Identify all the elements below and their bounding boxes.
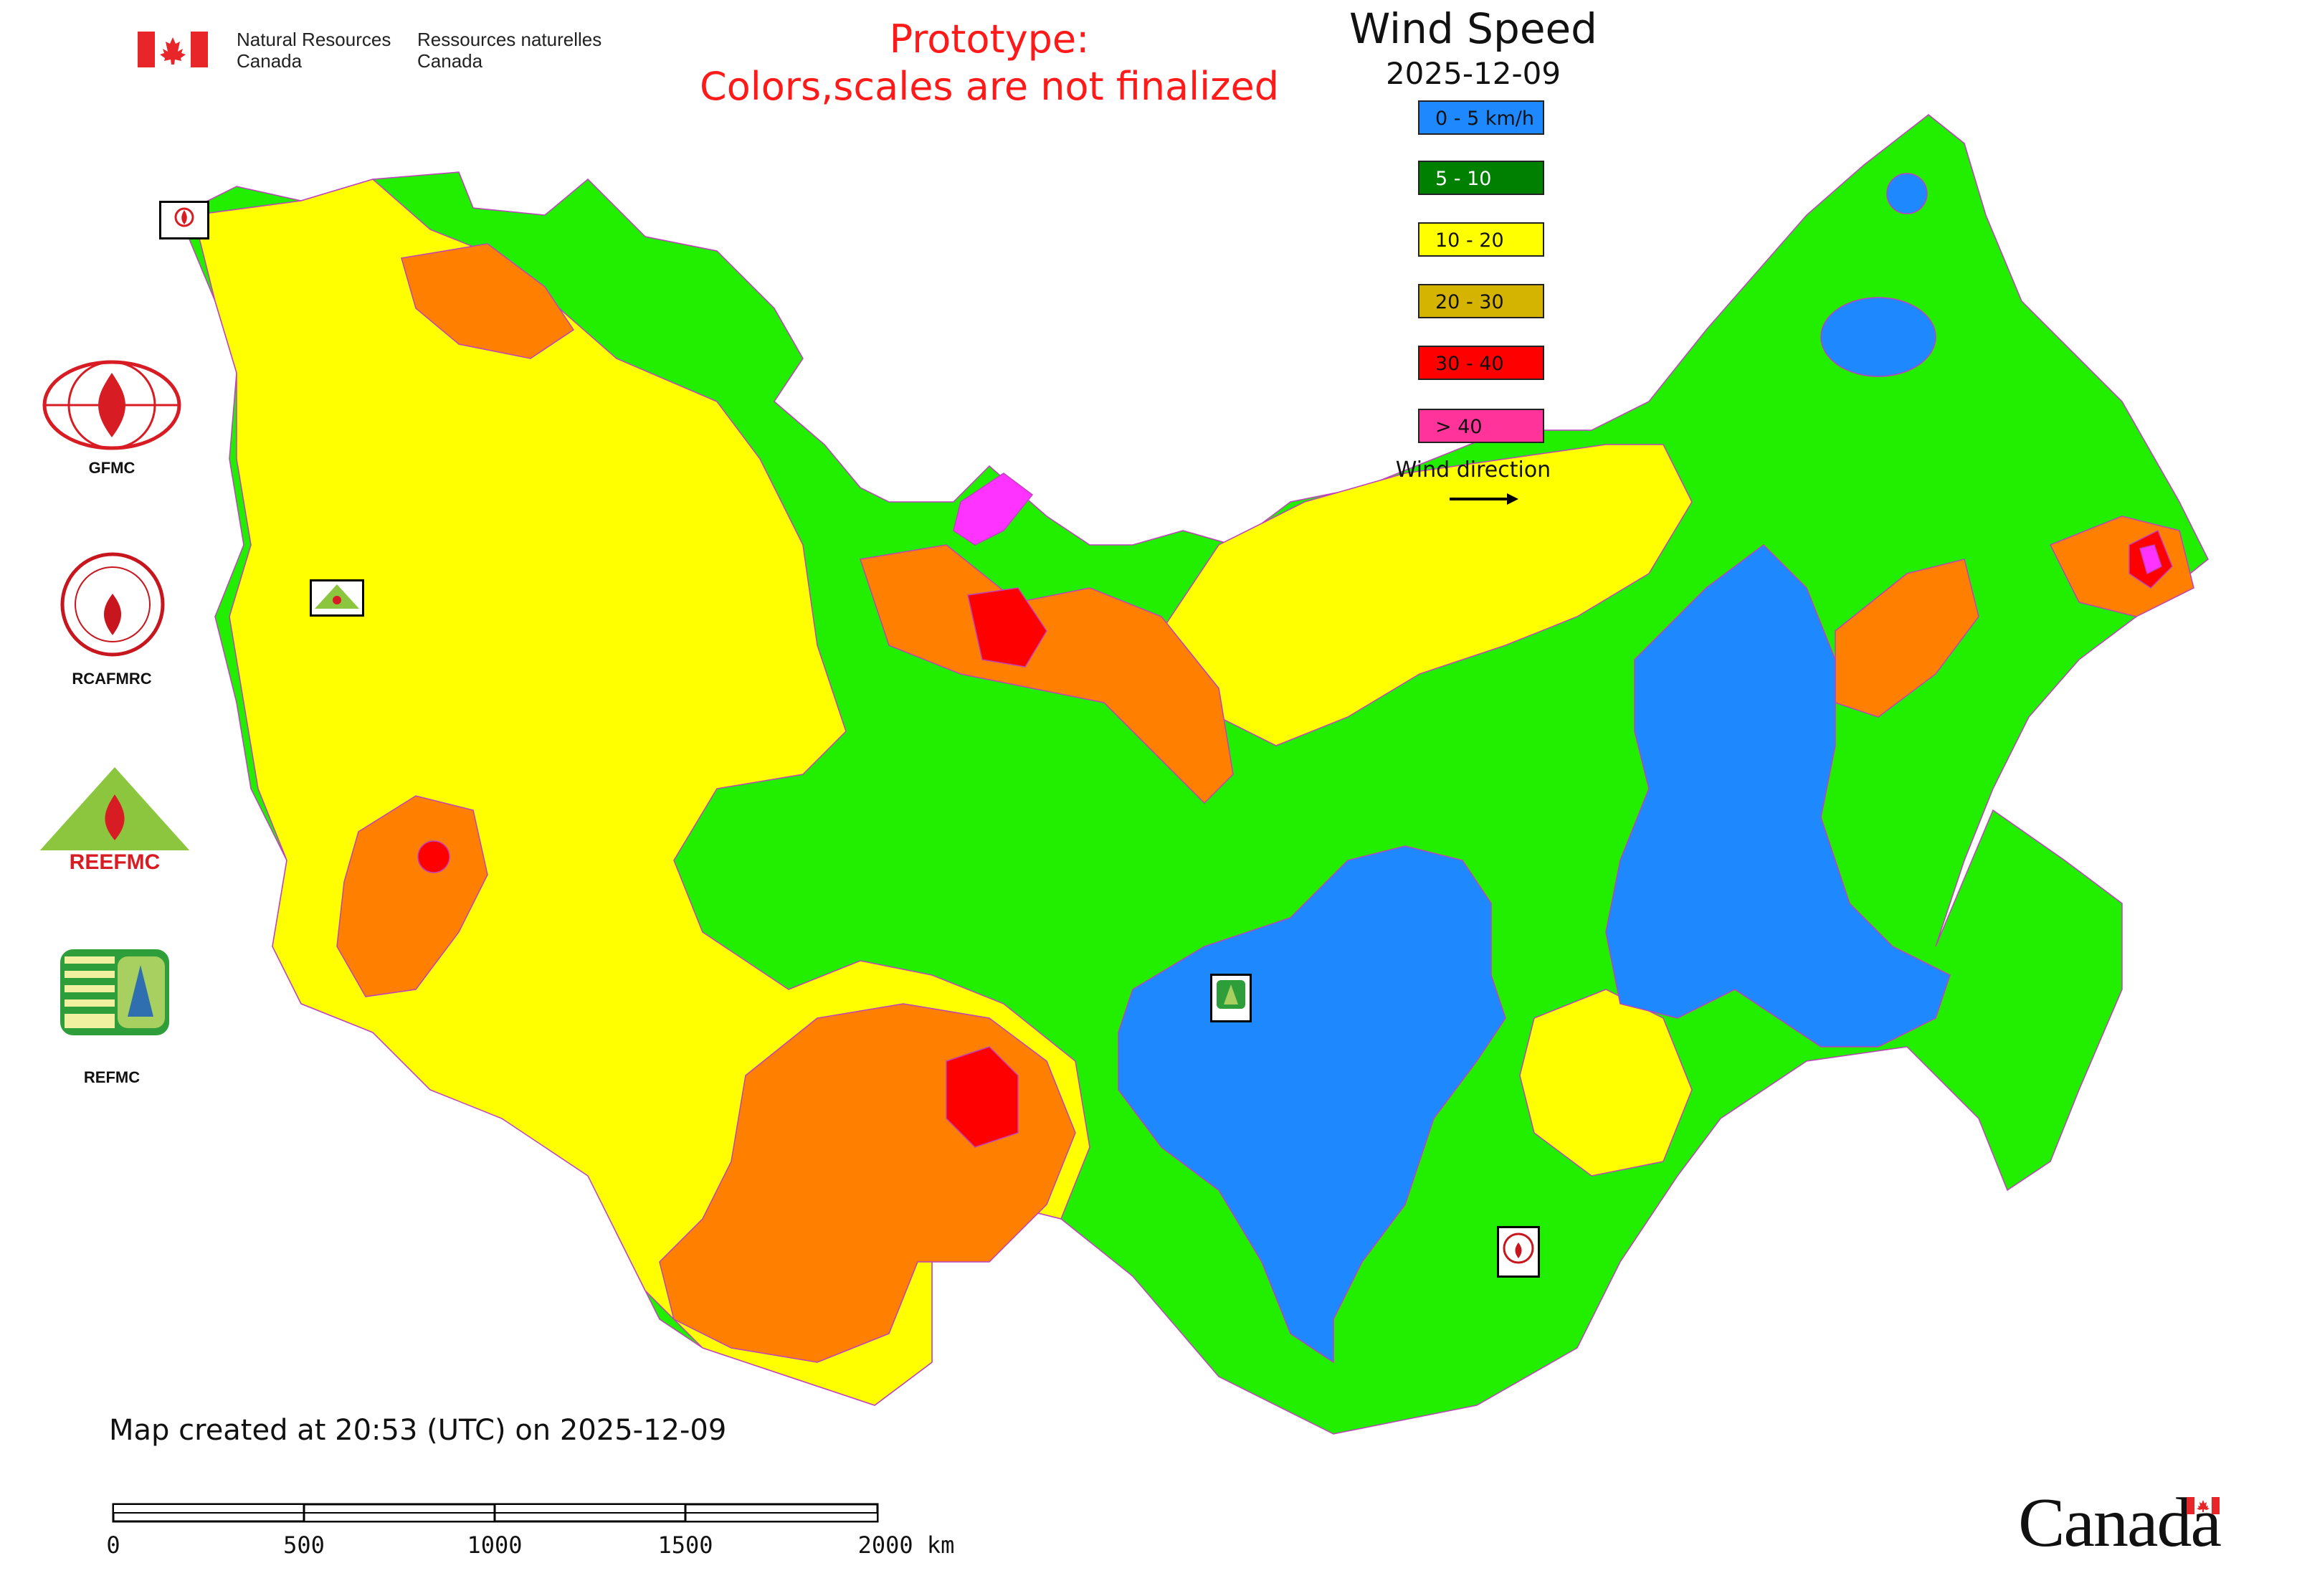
legend-item-strong: 30 - 40 (1418, 346, 1544, 380)
zone-strong-yamal (967, 587, 1047, 668)
canada-flag-icon (138, 32, 208, 67)
agency-name-french: Ressources naturelles Canada (417, 29, 601, 72)
agency-name-en-line2: Canada (237, 50, 303, 72)
legend-item-fresh: 20 - 30 (1418, 284, 1544, 318)
legend-item-severe: > 40 (1418, 409, 1544, 443)
zone-fresh-far-east (1835, 559, 1979, 718)
zone-calm-chukotka (1886, 173, 1928, 214)
zone-fresh-west (336, 795, 488, 997)
zone-severe-kamchatka (2139, 544, 2162, 575)
prototype-notice: Prototype: Colors,scales are not finaliz… (631, 16, 1348, 110)
zone-fresh-north-coast (860, 544, 1234, 804)
prototype-notice-line2: Colors,scales are not finalized (700, 64, 1279, 109)
svg-text:REEFMC: REEFMC (70, 850, 161, 873)
zone-strong-south (946, 1046, 1019, 1148)
scale-label-500: 500 (283, 1531, 325, 1559)
wind-direction-arrow-icon (1448, 492, 1520, 506)
scale-label-1000: 1000 (467, 1531, 523, 1559)
scale-bar (109, 1503, 880, 1524)
zone-fresh-northwest (401, 243, 575, 359)
legend-item-calm: 0 - 5 km/h (1418, 100, 1544, 135)
reefmc-marker-icon (310, 579, 364, 617)
scale-label-1500: 1500 (657, 1531, 713, 1559)
prototype-notice-line1: Prototype: (889, 16, 1090, 62)
zone-calm-east (1605, 544, 1951, 1048)
scale-label-0: 0 (106, 1531, 120, 1559)
map-title: Wind Speed (1349, 4, 1598, 53)
wind-direction-label: Wind direction (1395, 457, 1551, 483)
canada-wordmark: Canada (2018, 1484, 2222, 1562)
refmc-label: REFMC (83, 1068, 141, 1086)
refmc-logo-icon (60, 949, 169, 1035)
reefmc-logo-icon: REEFMC (37, 766, 192, 874)
gfmc-marker-icon (159, 201, 209, 239)
scale-label-2000: 2000 km (857, 1531, 955, 1559)
rcafmrc-label: RCAFMRC (72, 670, 152, 688)
agency-name-en-line1: Natural Resources (237, 29, 391, 50)
created-timestamp: Map created at 20:53 (UTC) on 2025-12-09 (109, 1414, 727, 1447)
zone-severe-novaya-zemlya (953, 472, 1034, 546)
agency-name-fr-line1: Ressources naturelles (417, 29, 602, 50)
legend-item-light: 5 - 10 (1418, 161, 1544, 195)
gfmc-logo-icon (40, 358, 184, 452)
canada-wordmark-flag-icon (2187, 1497, 2220, 1514)
map-date: 2025-12-09 (1385, 56, 1561, 91)
agency-name-english: Natural Resources Canada (237, 29, 391, 72)
zone-calm-northeast (1820, 297, 1936, 377)
rcafmrc-logo-icon (59, 551, 166, 658)
refmc-marker-icon (1210, 974, 1252, 1022)
zone-moderate-north (1161, 444, 1693, 746)
agency-name-fr-line2: Canada (417, 50, 483, 72)
zone-strong-spot (417, 840, 450, 873)
gfmc-label: GFMC (88, 459, 135, 477)
rcafmrc-marker-icon (1497, 1226, 1540, 1278)
legend-item-moderate: 10 - 20 (1418, 222, 1544, 257)
